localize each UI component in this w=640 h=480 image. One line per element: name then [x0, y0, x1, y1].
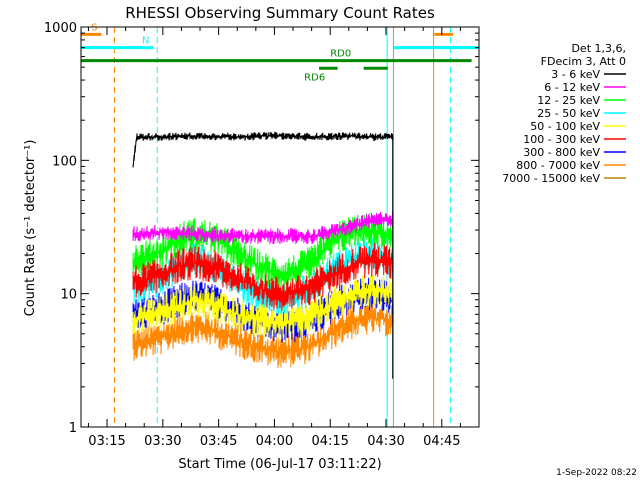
legend-entry-label-5: 100 - 300 keV	[523, 133, 600, 146]
x-tick-label-2: 03:45	[200, 434, 237, 449]
series-line-1	[132, 211, 394, 245]
x-tick-label-0: 03:15	[88, 434, 125, 449]
y-tick-label-1: 10	[60, 288, 77, 303]
x-axis: 03:15 03:30 03:45 04:00 04:15 04:30 04:45	[87, 27, 461, 449]
legend-entry-label-4: 50 - 100 keV	[530, 120, 600, 133]
annotation-label-S: S	[91, 22, 97, 33]
y-tick-label-3: 1000	[44, 21, 77, 36]
series-line-5	[132, 243, 394, 311]
y-axis-label: Count Rate (s⁻¹ detector⁻¹)	[23, 140, 38, 317]
annotation-label-N: N	[142, 36, 149, 47]
annotation-label-RD0: RD0	[330, 49, 351, 60]
x-tick-label-5: 04:30	[367, 434, 404, 449]
x-tick-label-1: 03:30	[144, 434, 181, 449]
legend-entry-label-7: 800 - 7000 keV	[516, 159, 600, 172]
plot-frame	[80, 26, 480, 428]
legend-entry-label-8: 7000 - 15000 keV	[502, 172, 600, 185]
x-tick-label-6: 04:45	[423, 434, 460, 449]
series-line-7	[132, 301, 394, 369]
legend-entry-label-1: 6 - 12 keV	[544, 81, 600, 94]
annotation-label-RD6: RD6	[304, 72, 325, 83]
legend-entry-label-3: 25 - 50 keV	[537, 107, 600, 120]
y-axis: 1 10 100 1000	[44, 21, 479, 436]
x-tick-label-3: 04:00	[256, 434, 293, 449]
y-tick-label-2: 100	[52, 154, 77, 169]
footer-date: 1-Sep-2022 08:22	[556, 468, 637, 478]
legend-entry-label-0: 3 - 6 keV	[551, 68, 600, 81]
legend-header-0: Det 1,3,6,	[571, 42, 626, 55]
legend-header-1: FDecim 3, Att 0	[541, 55, 626, 68]
chart-title: RHESSI Observing Summary Count Rates	[125, 4, 435, 22]
legend-entry-label-2: 12 - 25 keV	[537, 94, 600, 107]
legend-entry-label-6: 300 - 800 keV	[523, 146, 600, 159]
series-line-0	[132, 131, 394, 168]
x-tick-label-4: 04:15	[311, 434, 348, 449]
x-axis-label: Start Time (06-Jul-17 03:11:22)	[178, 457, 381, 472]
series-line-4	[132, 273, 394, 340]
y-tick-label-0: 1	[69, 421, 77, 436]
